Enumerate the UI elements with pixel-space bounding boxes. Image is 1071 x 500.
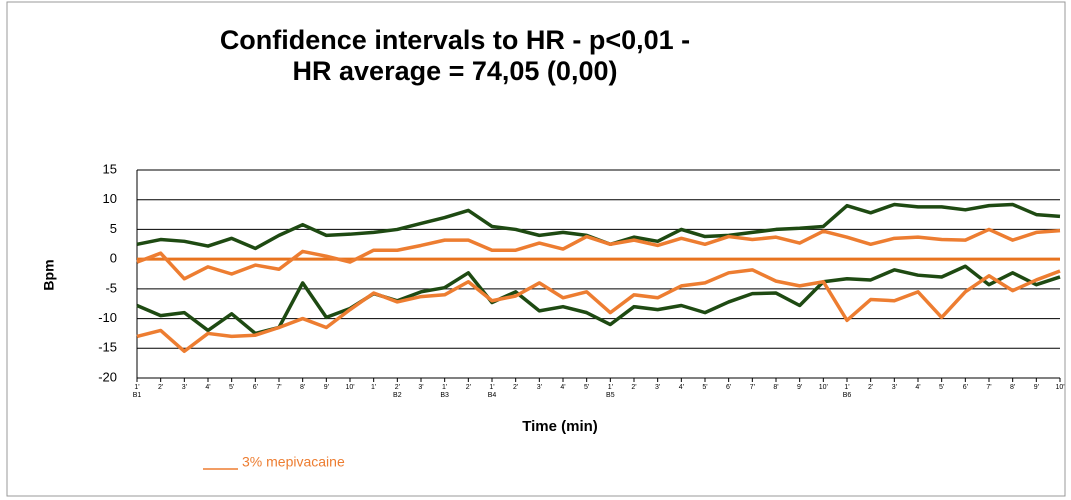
x-tick-label: 5' (939, 384, 944, 391)
x-tick-label: 10' (819, 384, 828, 391)
x-tick-label: 3' (892, 384, 897, 391)
x-tick-label: 2' (631, 384, 636, 391)
x-tick-label: 9' (1034, 384, 1039, 391)
chart-title: Confidence intervals to HR - p<0,01 - (220, 25, 690, 55)
y-tick-label: -5 (105, 280, 117, 295)
y-tick-label: -15 (98, 340, 117, 355)
y-tick-label: 5 (110, 221, 117, 236)
x-tick-label: 4' (915, 384, 920, 391)
x-tick-label: 5' (584, 384, 589, 391)
x-group-label: B5 (606, 392, 615, 399)
x-tick-label: 8' (300, 384, 305, 391)
x-tick-label: 2' (395, 384, 400, 391)
x-tick-label: 8' (1010, 384, 1015, 391)
series-line (136, 268, 1061, 354)
x-tick-label: 5' (229, 384, 234, 391)
x-tick-label: 2' (513, 384, 518, 391)
y-tick-label: 15 (103, 161, 117, 176)
x-tick-label: 6' (253, 384, 258, 391)
y-tick-label: 0 (110, 251, 117, 266)
x-axis-label: Time (min) (522, 418, 598, 435)
x-tick-label: 1' (371, 384, 376, 391)
x-tick-label: 7' (750, 384, 755, 391)
x-tick-label: 1' (844, 384, 849, 391)
x-tick-label: 7' (276, 384, 281, 391)
x-tick-label: 1' (608, 384, 613, 391)
x-tick-label: 5' (702, 384, 707, 391)
x-tick-label: 6' (726, 384, 731, 391)
x-tick-label: 7' (986, 384, 991, 391)
x-tick-label: 10' (1055, 384, 1064, 391)
x-tick-label: 4' (679, 384, 684, 391)
x-group-label: B3 (440, 392, 449, 399)
legend-label: 3% mepivacaine (242, 454, 345, 470)
x-tick-label: 2' (868, 384, 873, 391)
x-tick-label: 1' (442, 384, 447, 391)
x-tick-label: 9' (797, 384, 802, 391)
x-tick-label: 9' (324, 384, 329, 391)
x-group-label: B4 (488, 392, 497, 399)
x-tick-label: 4' (205, 384, 210, 391)
x-tick-label: 10' (345, 384, 354, 391)
x-tick-label: 1' (489, 384, 494, 391)
x-tick-label: 1' (134, 384, 139, 391)
x-tick-label: 3' (182, 384, 187, 391)
y-axis-label: Bpm (41, 259, 57, 290)
y-tick-label: 10 (103, 191, 117, 206)
x-tick-label: 2' (466, 384, 471, 391)
chart-subtitle: HR average = 74,05 (0,00) (293, 56, 618, 86)
x-tick-label: 3' (537, 384, 542, 391)
x-tick-label: 8' (773, 384, 778, 391)
x-group-label: B1 (133, 392, 142, 399)
x-group-label: B6 (843, 392, 852, 399)
series-line (136, 227, 1061, 281)
series-line (136, 264, 1061, 336)
y-tick-label: -20 (98, 369, 117, 384)
x-group-label: B2 (393, 392, 402, 399)
y-tick-label: -10 (98, 310, 117, 325)
x-tick-label: 3' (418, 384, 423, 391)
frame (6, 1, 1066, 497)
x-tick-label: 4' (560, 384, 565, 391)
x-tick-label: 2' (158, 384, 163, 391)
x-tick-label: 6' (963, 384, 968, 391)
x-tick-label: 3' (655, 384, 660, 391)
